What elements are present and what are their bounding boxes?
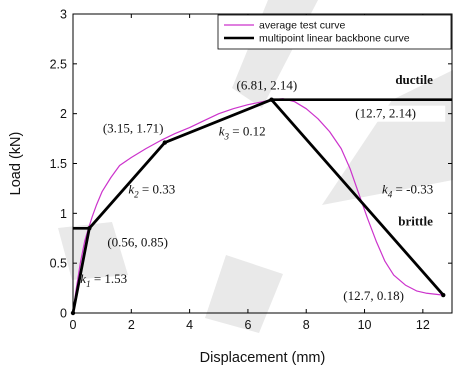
stiffness-label: k4 = -0.33 (382, 181, 433, 199)
stiffness-label: k2 = 0.33 (128, 181, 175, 199)
x-axis-title: Displacement (mm) (200, 350, 326, 366)
x-tick-label: 8 (303, 318, 310, 332)
y-tick-label: 2.5 (50, 57, 67, 71)
legend-box (217, 14, 452, 50)
x-tick-label: 2 (128, 318, 135, 332)
backbone-point (87, 226, 92, 231)
y-tick-label: 1.5 (50, 157, 67, 171)
backbone-point (269, 97, 274, 102)
point-label: (12.7, 0.18) (343, 288, 404, 303)
y-tick-label: 0.5 (50, 257, 67, 271)
backbone-point (162, 140, 168, 145)
point-label: (12.7, 2.14) (355, 106, 416, 121)
y-tick-label: 0 (60, 307, 67, 321)
legend-entry: multipoint linear backbone curve (259, 33, 410, 45)
x-tick-label: 10 (358, 318, 372, 332)
y-tick-label: 2 (60, 107, 67, 121)
x-tick-label: 12 (416, 318, 430, 332)
behavior-label-brittle: brittle (398, 213, 433, 228)
behavior-label-ductile: ductile (395, 72, 433, 87)
point-label: (0.56, 0.85) (107, 234, 168, 249)
legend-entry: average test curve (259, 20, 346, 32)
stiffness-label: k3 = 0.12 (219, 124, 266, 142)
point-label: (3.15, 1.71) (103, 121, 164, 136)
series-average-test-curve (72, 98, 444, 314)
point-label: (6.81, 2.14) (237, 78, 298, 93)
stiffness-label: k1 = 1.53 (80, 271, 127, 289)
x-tick-label: 6 (244, 318, 251, 332)
point-label-bg (353, 105, 446, 122)
x-tick-label: 0 (70, 318, 77, 332)
x-tick-label: 4 (186, 318, 193, 332)
y-axis-title: Load (kN) (8, 132, 24, 196)
y-tick-label: 3 (60, 8, 67, 22)
y-tick-label: 1 (60, 207, 67, 221)
backbone-point (441, 292, 446, 298)
backbone-point (70, 310, 76, 316)
